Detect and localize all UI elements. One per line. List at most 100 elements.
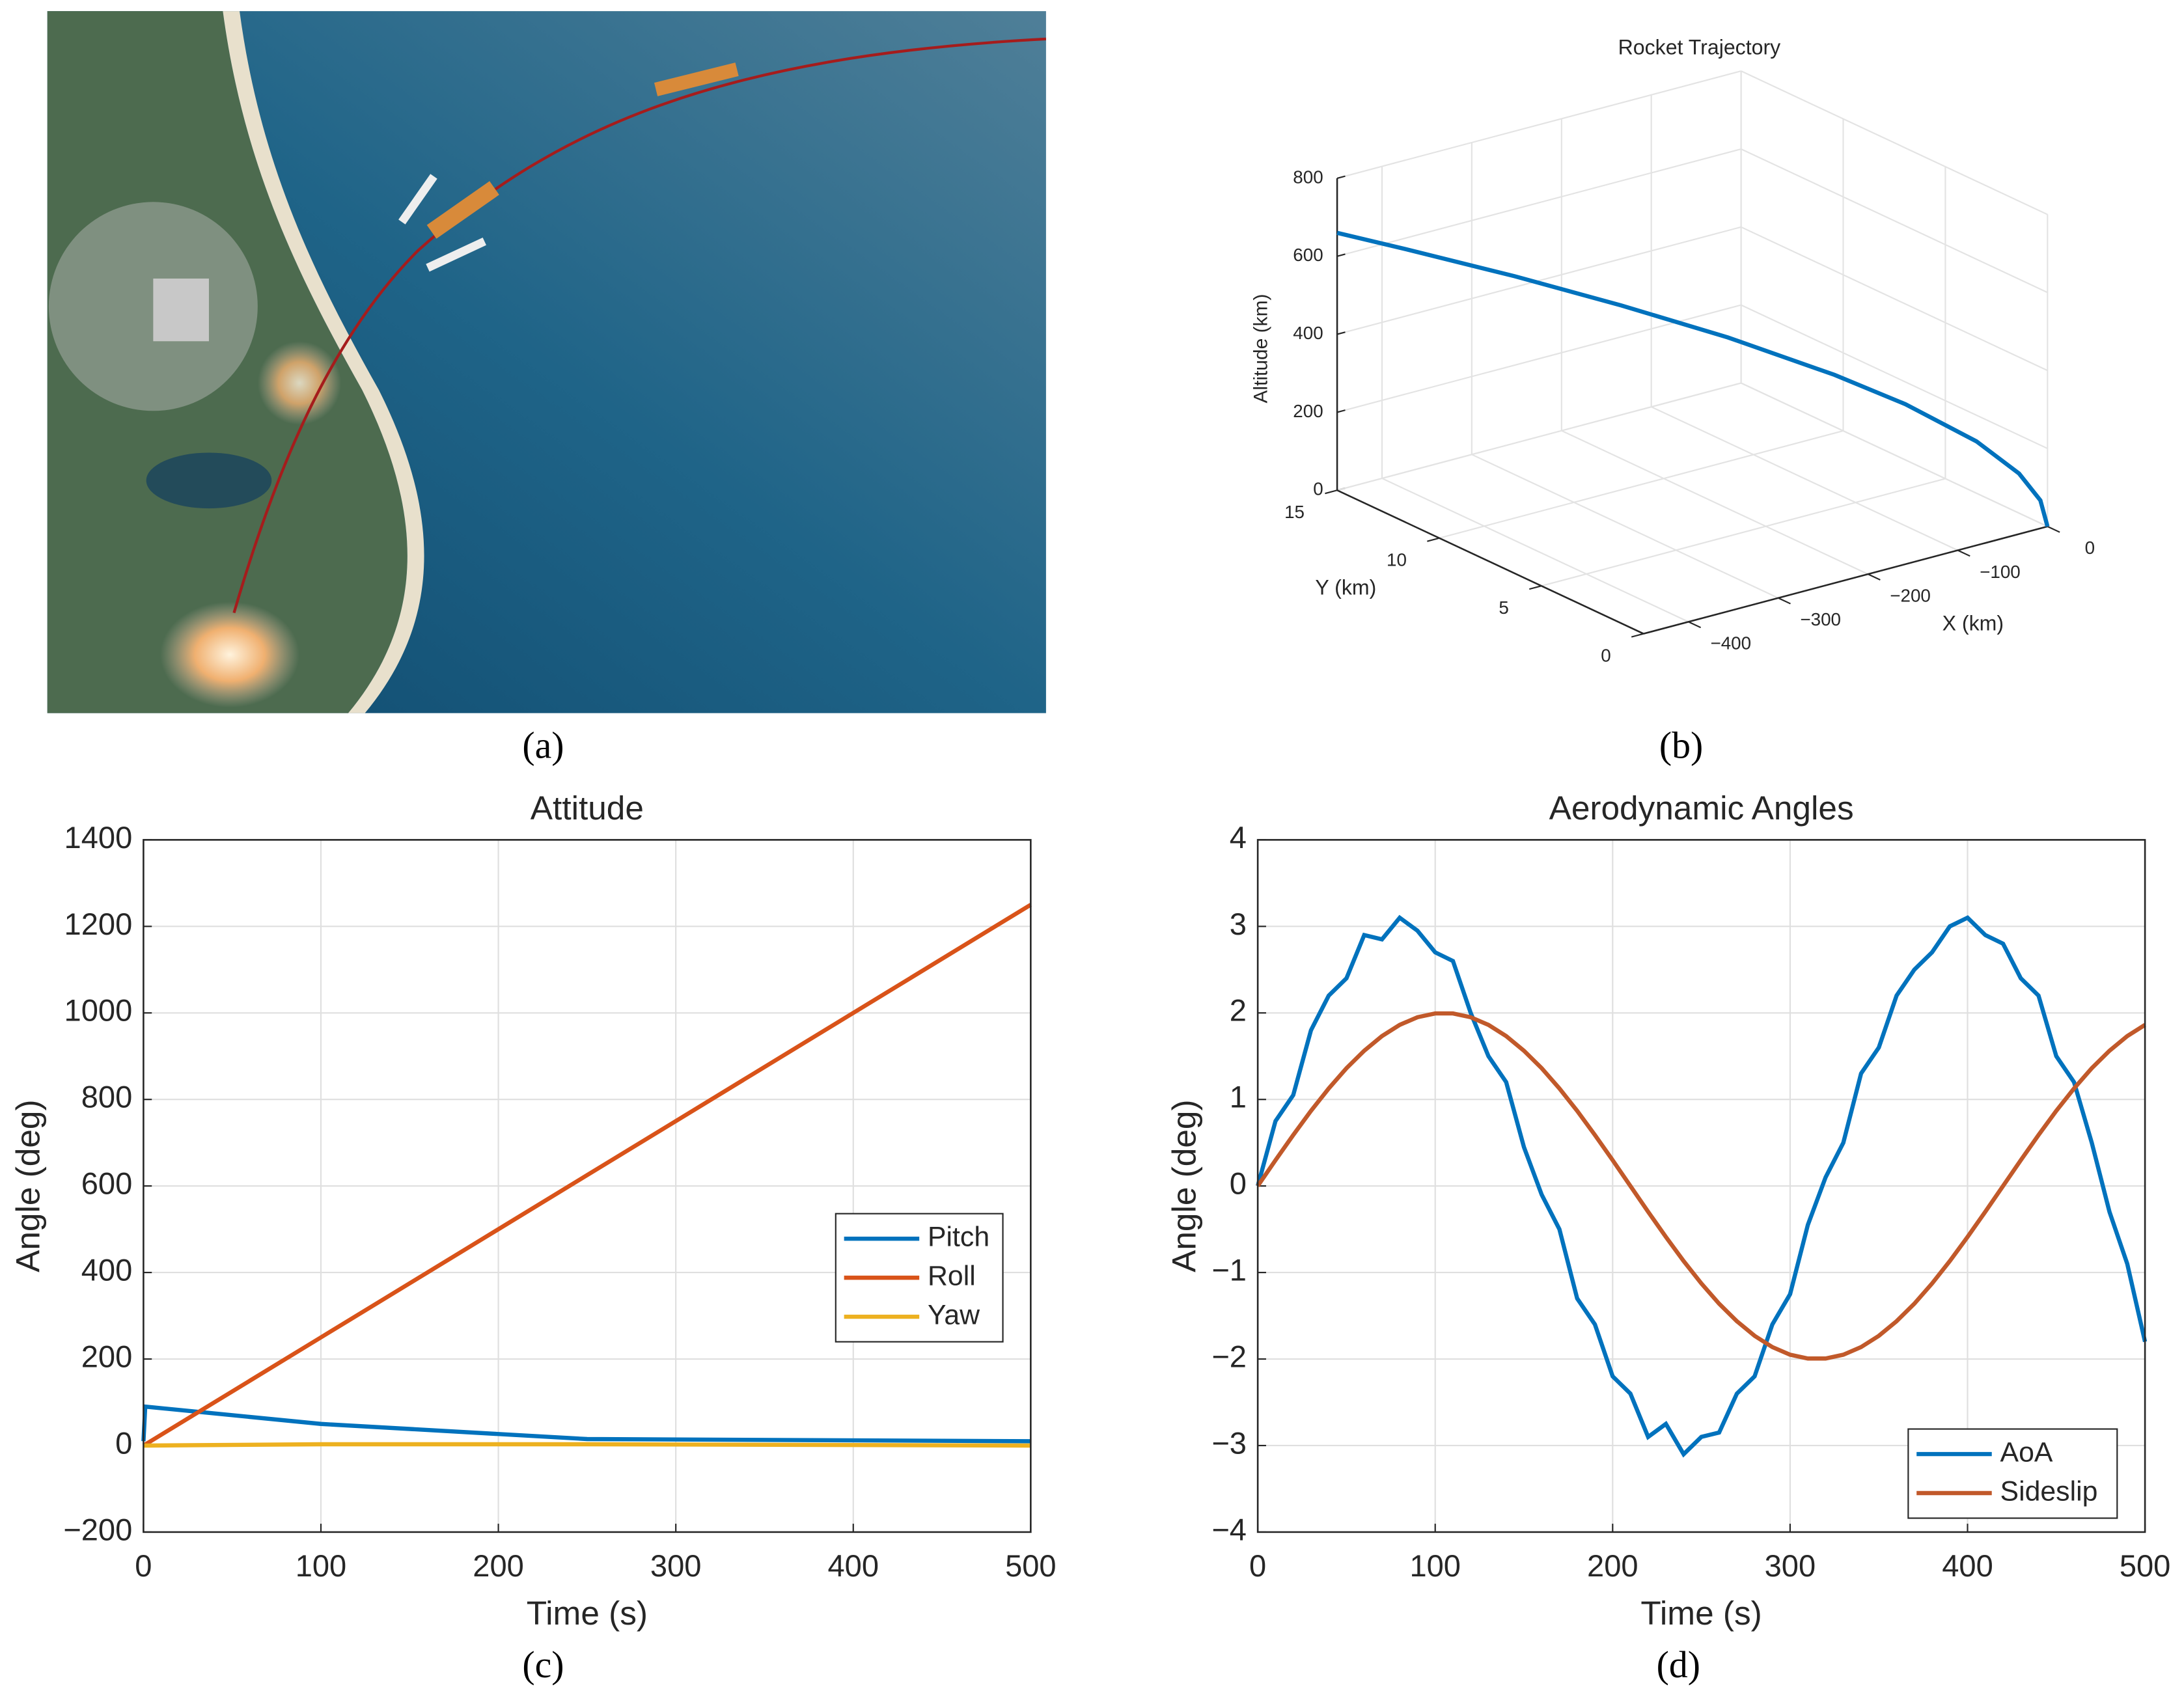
x-tick-label: −100 [1980, 562, 2021, 582]
x-tick-label: 100 [1409, 1548, 1461, 1583]
x-tick-label: 500 [2120, 1548, 2171, 1583]
tick-mark [1957, 549, 1970, 557]
grid-line [1336, 70, 1741, 179]
axis-line [1643, 525, 2048, 635]
trajectory-line [1336, 230, 2050, 527]
series-line [143, 1442, 1031, 1448]
grid-line [1561, 430, 1868, 575]
panel-caption: (d) [1657, 1645, 1700, 1686]
tick-mark [1336, 253, 1346, 257]
x-tick-label: 300 [650, 1548, 702, 1583]
legend-label: Pitch [928, 1222, 989, 1253]
x-tick-label: −400 [1710, 633, 1751, 653]
x-tick-label: −300 [1800, 609, 1841, 629]
x-tick-label: 0 [2085, 538, 2095, 558]
x-tick-label: 400 [827, 1548, 879, 1583]
legend-box [1907, 1428, 2118, 1519]
legend-label: AoA [2000, 1436, 2053, 1468]
grid-line [1741, 382, 2048, 527]
panel-caption: (b) [1659, 726, 1703, 767]
x-tick-label: 300 [1765, 1548, 1816, 1583]
y-tick-label: −2 [1211, 1339, 1247, 1373]
tick-mark [1336, 409, 1346, 413]
y-tick-label: −200 [63, 1512, 132, 1546]
y-tick-label: −4 [1211, 1512, 1247, 1546]
y-tick-label: 1400 [64, 820, 133, 855]
grid-line [1439, 430, 1844, 539]
z-tick-label: 400 [1293, 323, 1323, 343]
z-axis-label: Altitude (km) [1250, 294, 1271, 403]
tick-mark [1325, 489, 1338, 495]
y-tick-label: 15 [1284, 502, 1305, 522]
axes-frame [143, 839, 1032, 1533]
grid-line [1381, 477, 1689, 623]
y-tick-label: 0 [1230, 1166, 1247, 1201]
x-axis-label: X (km) [1942, 612, 2004, 635]
launch-illustration [47, 11, 1047, 713]
grid-line [1741, 148, 2048, 294]
tick-mark [1336, 175, 1346, 179]
y-tick-label: 3 [1230, 907, 1247, 941]
y-tick-label: 5 [1499, 597, 1508, 618]
grid-line [1471, 454, 1779, 599]
tick-mark [1778, 597, 1791, 605]
y-axis-label: Angle (deg) [10, 1099, 47, 1272]
chart-title: Aerodynamic Angles [1549, 789, 1854, 827]
y-tick-label: 4 [1230, 820, 1247, 855]
x-axis-label: Time (s) [527, 1595, 648, 1632]
tick-mark [2047, 525, 2060, 533]
y-tick-label: 1 [1230, 1080, 1247, 1114]
grid-line [1336, 148, 1741, 257]
panel-caption: (c) [522, 1645, 564, 1686]
tick-mark [1631, 633, 1644, 638]
panel-caption: (a) [522, 726, 564, 767]
tick-mark [1529, 585, 1542, 590]
series-line [141, 1404, 1031, 1444]
grid-line [1541, 478, 1946, 587]
y-tick-label: 0 [115, 1425, 132, 1460]
grid-line [1651, 406, 1958, 551]
grid-line [1741, 304, 2048, 450]
legend-label: Roll [928, 1260, 976, 1291]
series-line [1256, 1011, 2146, 1361]
y-tick-label: 600 [81, 1166, 133, 1201]
axis-line [1336, 489, 1644, 635]
y-tick-label: 800 [81, 1080, 133, 1114]
x-tick-label: −200 [1890, 585, 1931, 605]
axes-frame [1256, 839, 2146, 1533]
x-tick-label: 200 [473, 1548, 524, 1583]
z-tick-label: 600 [1293, 245, 1323, 265]
y-tick-label: 2 [1230, 993, 1247, 1028]
x-tick-label: 500 [1005, 1548, 1057, 1583]
legend-label: Sideslip [2000, 1476, 2098, 1507]
x-tick-label: 400 [1942, 1548, 1993, 1583]
chart-title: Rocket Trajectory [1618, 35, 1781, 59]
grid-line [1336, 382, 1741, 491]
y-axis-label: Angle (deg) [1166, 1099, 1203, 1272]
z-tick-label: 200 [1293, 401, 1323, 421]
y-tick-label: −1 [1211, 1253, 1247, 1287]
series-line [1256, 914, 2148, 1458]
tick-mark [1336, 331, 1346, 335]
z-tick-label: 800 [1293, 167, 1323, 187]
tick-mark [1868, 573, 1881, 581]
y-tick-label: 400 [81, 1253, 133, 1287]
y-tick-label: 200 [81, 1339, 133, 1373]
legend-label: Yaw [928, 1299, 980, 1330]
x-tick-label: 200 [1587, 1548, 1638, 1583]
z-tick-label: 0 [1313, 479, 1323, 499]
tick-mark [1427, 537, 1440, 542]
x-tick-label: 0 [135, 1548, 152, 1583]
y-tick-label: 10 [1387, 550, 1407, 570]
x-axis-label: Time (s) [1640, 1595, 1762, 1632]
grid-line [1741, 226, 2048, 372]
chart-title: Attitude [531, 789, 644, 827]
x-tick-label: 0 [1249, 1548, 1266, 1583]
y-tick-label: −3 [1211, 1425, 1247, 1460]
grid-line [1741, 70, 2048, 215]
x-tick-label: 100 [296, 1548, 347, 1583]
grid-line [1336, 226, 1741, 335]
tick-mark [1688, 621, 1702, 629]
y-axis-label: Y (km) [1315, 576, 1376, 599]
